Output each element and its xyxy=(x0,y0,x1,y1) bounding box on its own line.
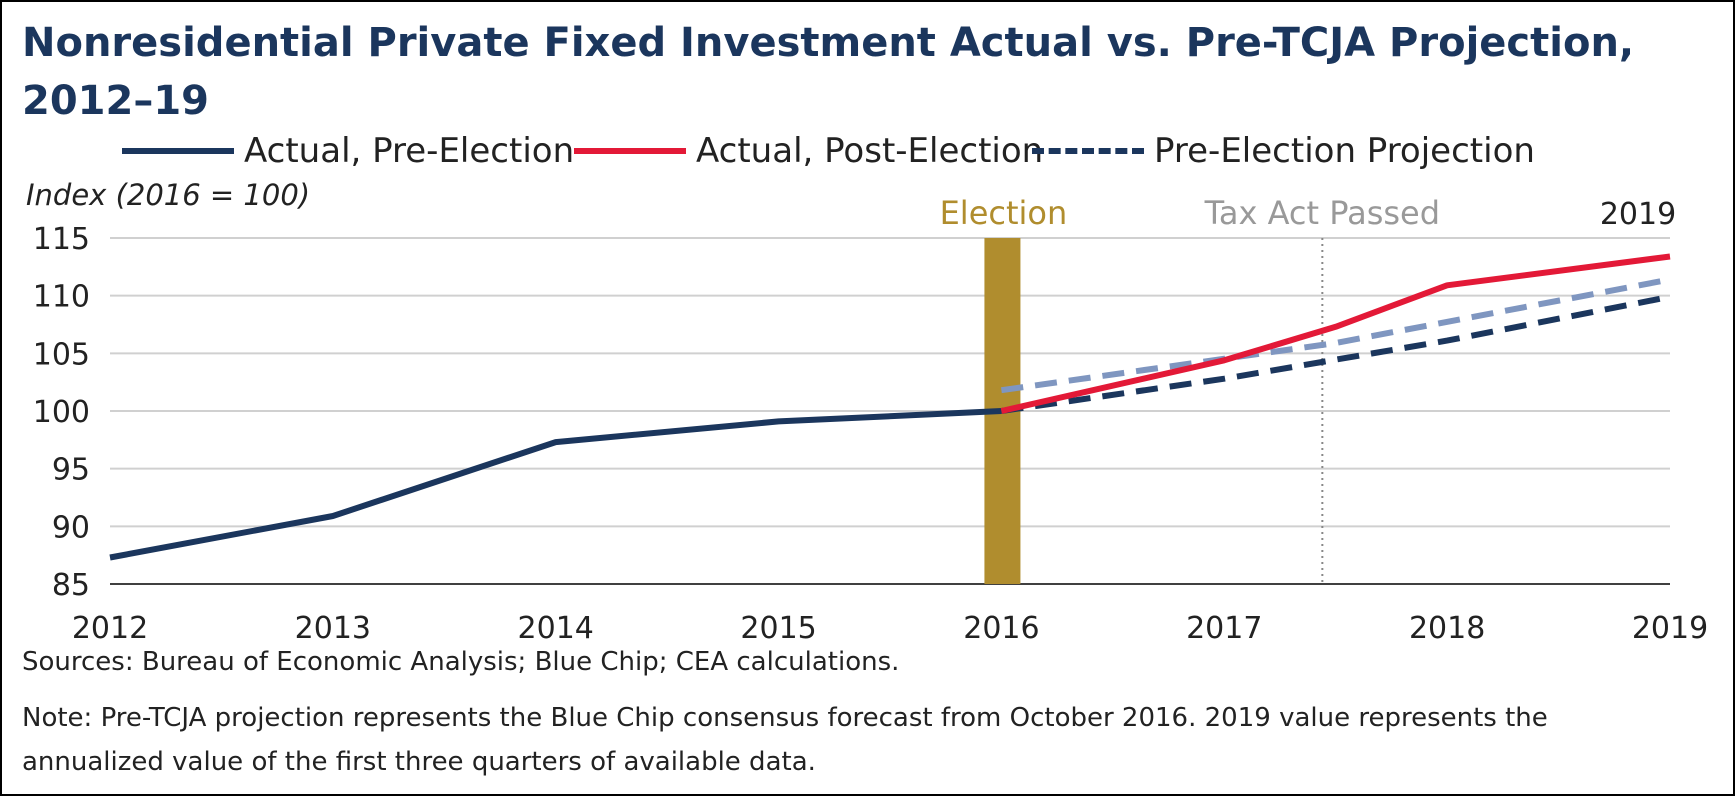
series-projection-light xyxy=(1000,276,1671,394)
series-pre-election-projection xyxy=(1000,293,1671,414)
y-tick-label-90: 90 xyxy=(52,510,90,545)
x-tick-label-2019: 2019 xyxy=(1632,611,1708,646)
y-tick-label-105: 105 xyxy=(33,337,90,372)
note-line-2: annualized value of the first three quar… xyxy=(22,747,816,777)
tax-act-label: Tax Act Passed xyxy=(1204,194,1440,232)
x-tick-label-2015: 2015 xyxy=(740,611,816,646)
series-actual-post-election xyxy=(1000,253,1671,414)
note-line-1: Note: Pre-TCJA projection represents the… xyxy=(22,703,1548,733)
chart-legend: Actual, Pre-Election Actual, Post-Electi… xyxy=(2,126,1733,176)
y-tick-label-95: 95 xyxy=(52,453,90,488)
chart-title: Nonresidential Private Fixed Investment … xyxy=(22,20,1635,124)
x-tick-label-2017: 2017 xyxy=(1186,611,1262,646)
legend-swatch-post-election xyxy=(574,148,686,154)
legend-label-pre-election: Actual, Pre-Election xyxy=(244,131,575,171)
legend-label-projection: Pre-Election Projection xyxy=(1154,131,1535,171)
legend-swatch-pre-election xyxy=(122,148,234,154)
x-tick-label-2016: 2016 xyxy=(963,611,1039,646)
legend-item-projection: Pre-Election Projection xyxy=(1032,126,1535,176)
x-tick-label-2018: 2018 xyxy=(1409,611,1485,646)
sources-text: Sources: Bureau of Economic Analysis; Bl… xyxy=(22,647,900,677)
x-tick-label-2014: 2014 xyxy=(518,611,594,646)
y-tick-label-115: 115 xyxy=(33,222,90,257)
y-axis-unit-label: Index (2016 = 100) xyxy=(26,178,311,212)
legend-label-post-election: Actual, Post-Election xyxy=(696,131,1044,171)
series-actual-pre-election xyxy=(109,408,1002,561)
legend-swatch-projection xyxy=(1032,148,1144,154)
x-tick-label-2012: 2012 xyxy=(72,611,148,646)
y-tick-label-100: 100 xyxy=(33,395,90,430)
election-label: Election xyxy=(940,194,1068,232)
y-tick-label-110: 110 xyxy=(33,280,90,315)
x-tick-label-2013: 2013 xyxy=(295,611,371,646)
legend-item-pre-election: Actual, Pre-Election xyxy=(122,126,574,176)
y-tick-label-85: 85 xyxy=(52,568,90,603)
year-2019-label: 2019 xyxy=(1600,197,1676,232)
legend-item-post-election: Actual, Post-Election xyxy=(574,126,1043,176)
